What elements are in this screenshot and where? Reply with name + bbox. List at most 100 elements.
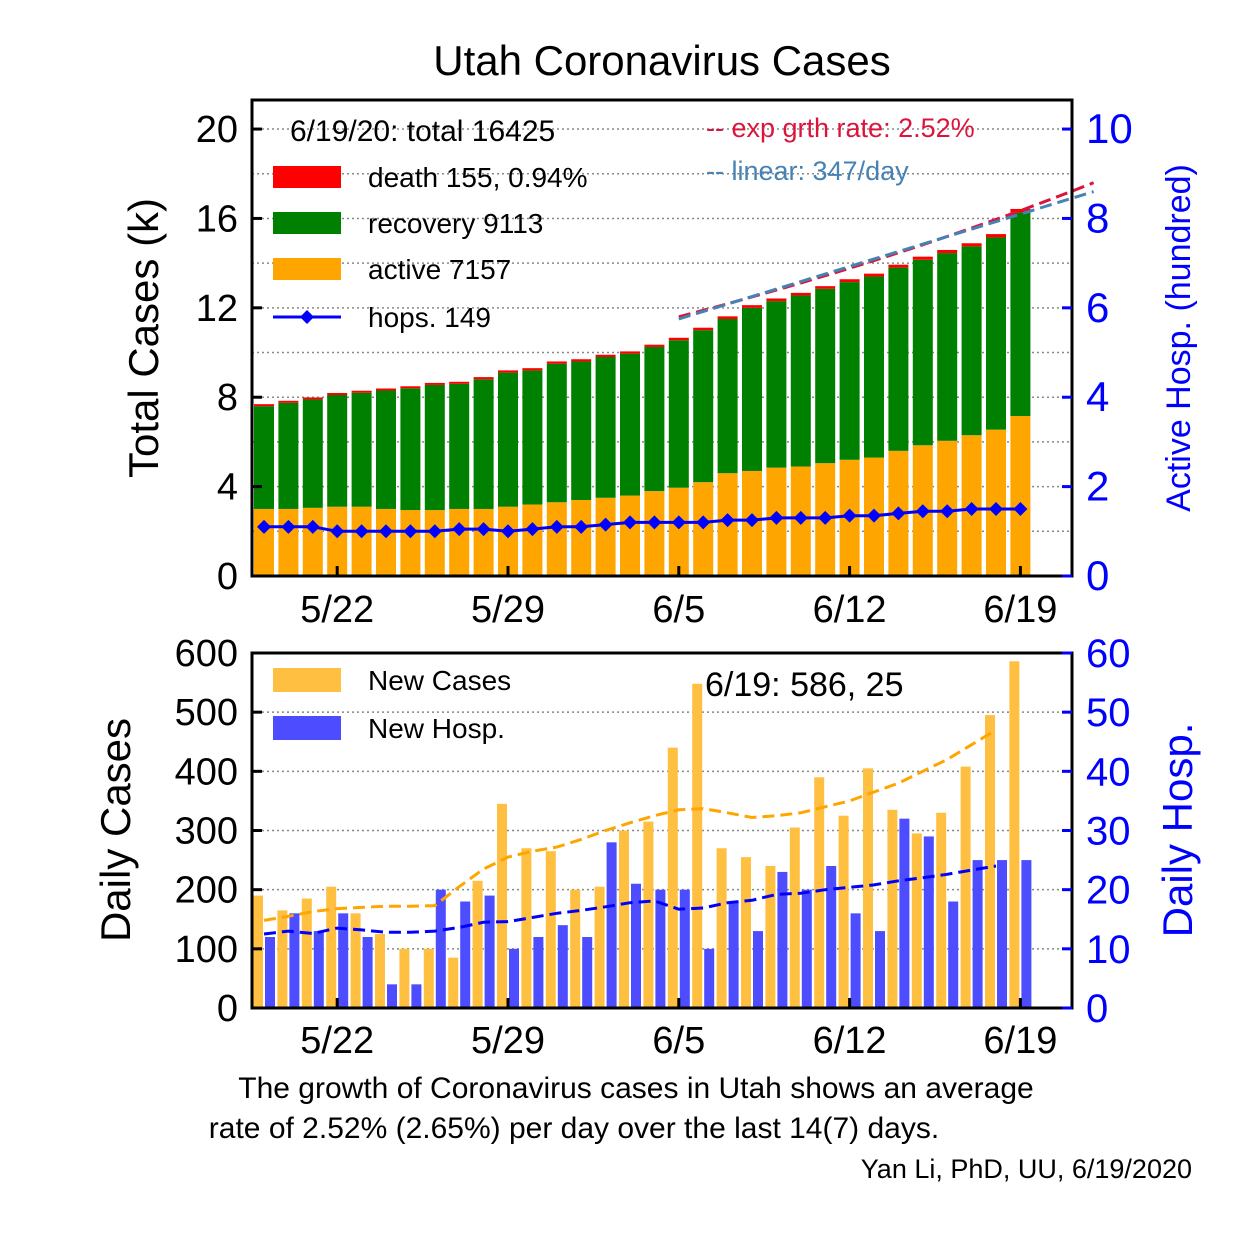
active-bar — [278, 508, 299, 576]
new-hosp-bar — [509, 948, 519, 1008]
chart-title: Utah Coronavirus Cases — [433, 37, 891, 84]
new-cases-legend-label: New Cases — [368, 665, 511, 696]
new-hosp-bar — [289, 913, 300, 1008]
recovery-bar — [376, 390, 396, 509]
hosp-point — [964, 501, 979, 516]
y-tick-label: 400 — [175, 751, 238, 793]
x-tick-label: 5/22 — [300, 589, 374, 631]
hosp-point — [745, 513, 759, 528]
hosp-point — [379, 524, 393, 539]
death-bar — [1010, 208, 1031, 213]
y-right-tick-label: 4 — [1086, 373, 1109, 420]
recovery-bar — [912, 259, 933, 446]
death-bar — [473, 377, 494, 380]
new-hosp-bar — [704, 948, 715, 1008]
new-hosp-bar — [484, 895, 495, 1008]
new-hosp-bar — [411, 984, 422, 1008]
recovery-bar — [571, 361, 592, 501]
recovery-legend-swatch — [273, 212, 341, 234]
linear-fit-line — [678, 190, 1095, 321]
y-tick-label: 100 — [175, 929, 238, 971]
new-hosp-bar — [387, 984, 397, 1008]
hosp-point — [989, 501, 1003, 516]
new-cases-bar — [789, 827, 800, 1008]
x-tick-label: 5/29 — [471, 1020, 545, 1062]
new-hosp-bar — [899, 818, 910, 1008]
new-cases-bar — [692, 683, 703, 1008]
x-tick-label: 5/29 — [471, 589, 545, 631]
new-hosp-bar — [362, 937, 373, 1008]
x-tick-label: 6/19 — [983, 1020, 1057, 1062]
y-right-tick-label: 0 — [1086, 987, 1108, 1031]
active-bar — [644, 491, 665, 576]
y-tick-label: 500 — [175, 692, 238, 734]
hosp-point — [769, 510, 784, 525]
recovery-bar — [473, 379, 494, 509]
active-legend-label: active 7157 — [368, 254, 511, 285]
hosp-point — [671, 515, 686, 530]
hosp-point — [940, 504, 955, 519]
recovery-bar — [839, 282, 860, 460]
hosp-point — [501, 524, 515, 539]
death-bar — [595, 354, 616, 357]
hosp-legend-label: hops. 149 — [368, 302, 491, 333]
recovery-bar — [742, 307, 762, 471]
x-tick-label: 6/12 — [813, 1020, 887, 1062]
y-tick-label: 12 — [196, 288, 238, 330]
new-hosp-bar — [875, 931, 885, 1008]
hosp-point — [793, 510, 808, 525]
death-bar — [449, 381, 470, 384]
hosp_avg-line — [263, 864, 997, 936]
death-legend-label: death 155, 0.94% — [368, 162, 588, 193]
y-tick-label: 4 — [217, 467, 238, 509]
death-bar — [839, 279, 860, 283]
new-cases-bar — [863, 768, 873, 1008]
new-cases-bar — [375, 934, 385, 1008]
new-cases-bar — [594, 886, 605, 1008]
recovery-bar — [449, 383, 470, 509]
recovery-bar — [327, 394, 348, 507]
hosp-point — [281, 519, 296, 534]
daily-annotation: 6/19: 586, 25 — [705, 666, 904, 704]
recovery-bar — [1010, 212, 1031, 416]
new-hosp-bar — [728, 901, 739, 1008]
death-bar — [888, 264, 909, 268]
recovery-bar — [424, 384, 445, 511]
caption-line-2: rate of 2.52% (2.65%) per day over the l… — [209, 1112, 939, 1145]
new-cases-bar — [253, 895, 263, 1008]
new-cases-bar — [936, 812, 947, 1008]
total-cases-bars — [254, 208, 1031, 576]
active-bar — [571, 500, 592, 576]
x-tick-label: 6/12 — [813, 589, 887, 631]
active-legend-swatch — [273, 258, 341, 280]
new-cases-bar — [277, 910, 288, 1008]
recovery-bar — [815, 288, 836, 464]
new-cases-bar — [716, 848, 727, 1008]
total-cases-legend: 6/19/20: total 16425 death 155, 0.94% reco… — [273, 113, 975, 333]
new-cases-bar — [838, 815, 849, 1008]
total-cases-panel: 0 4 8 12 16 20 0 2 4 6 8 10 5/22 5/29 6/5 6/12 6/19 Total… — [120, 98, 1198, 631]
new-hosp-bar — [923, 836, 934, 1008]
active-bar — [522, 504, 543, 576]
active-bar — [449, 508, 470, 576]
active-bar — [400, 510, 421, 576]
new-cases-bar — [326, 886, 337, 1008]
death-bar — [693, 327, 714, 331]
recovery-bar — [644, 346, 665, 492]
daily-average-lines — [263, 728, 997, 936]
active-bar — [1010, 415, 1031, 576]
recovery-bar — [986, 237, 1006, 430]
active-bar — [327, 506, 348, 576]
hosp-point — [696, 515, 711, 530]
active-bar — [595, 497, 616, 576]
new-cases-bar — [887, 809, 898, 1008]
death-bar — [278, 400, 299, 403]
death-bar — [790, 292, 811, 296]
recovery-bar — [668, 340, 689, 488]
death-bar — [522, 368, 543, 371]
x-tick-label: 6/5 — [652, 1020, 705, 1062]
death-bar — [937, 249, 958, 254]
y-tick-label: 8 — [217, 377, 238, 419]
new-cases-bar — [667, 747, 678, 1008]
hosp-point — [842, 508, 857, 523]
